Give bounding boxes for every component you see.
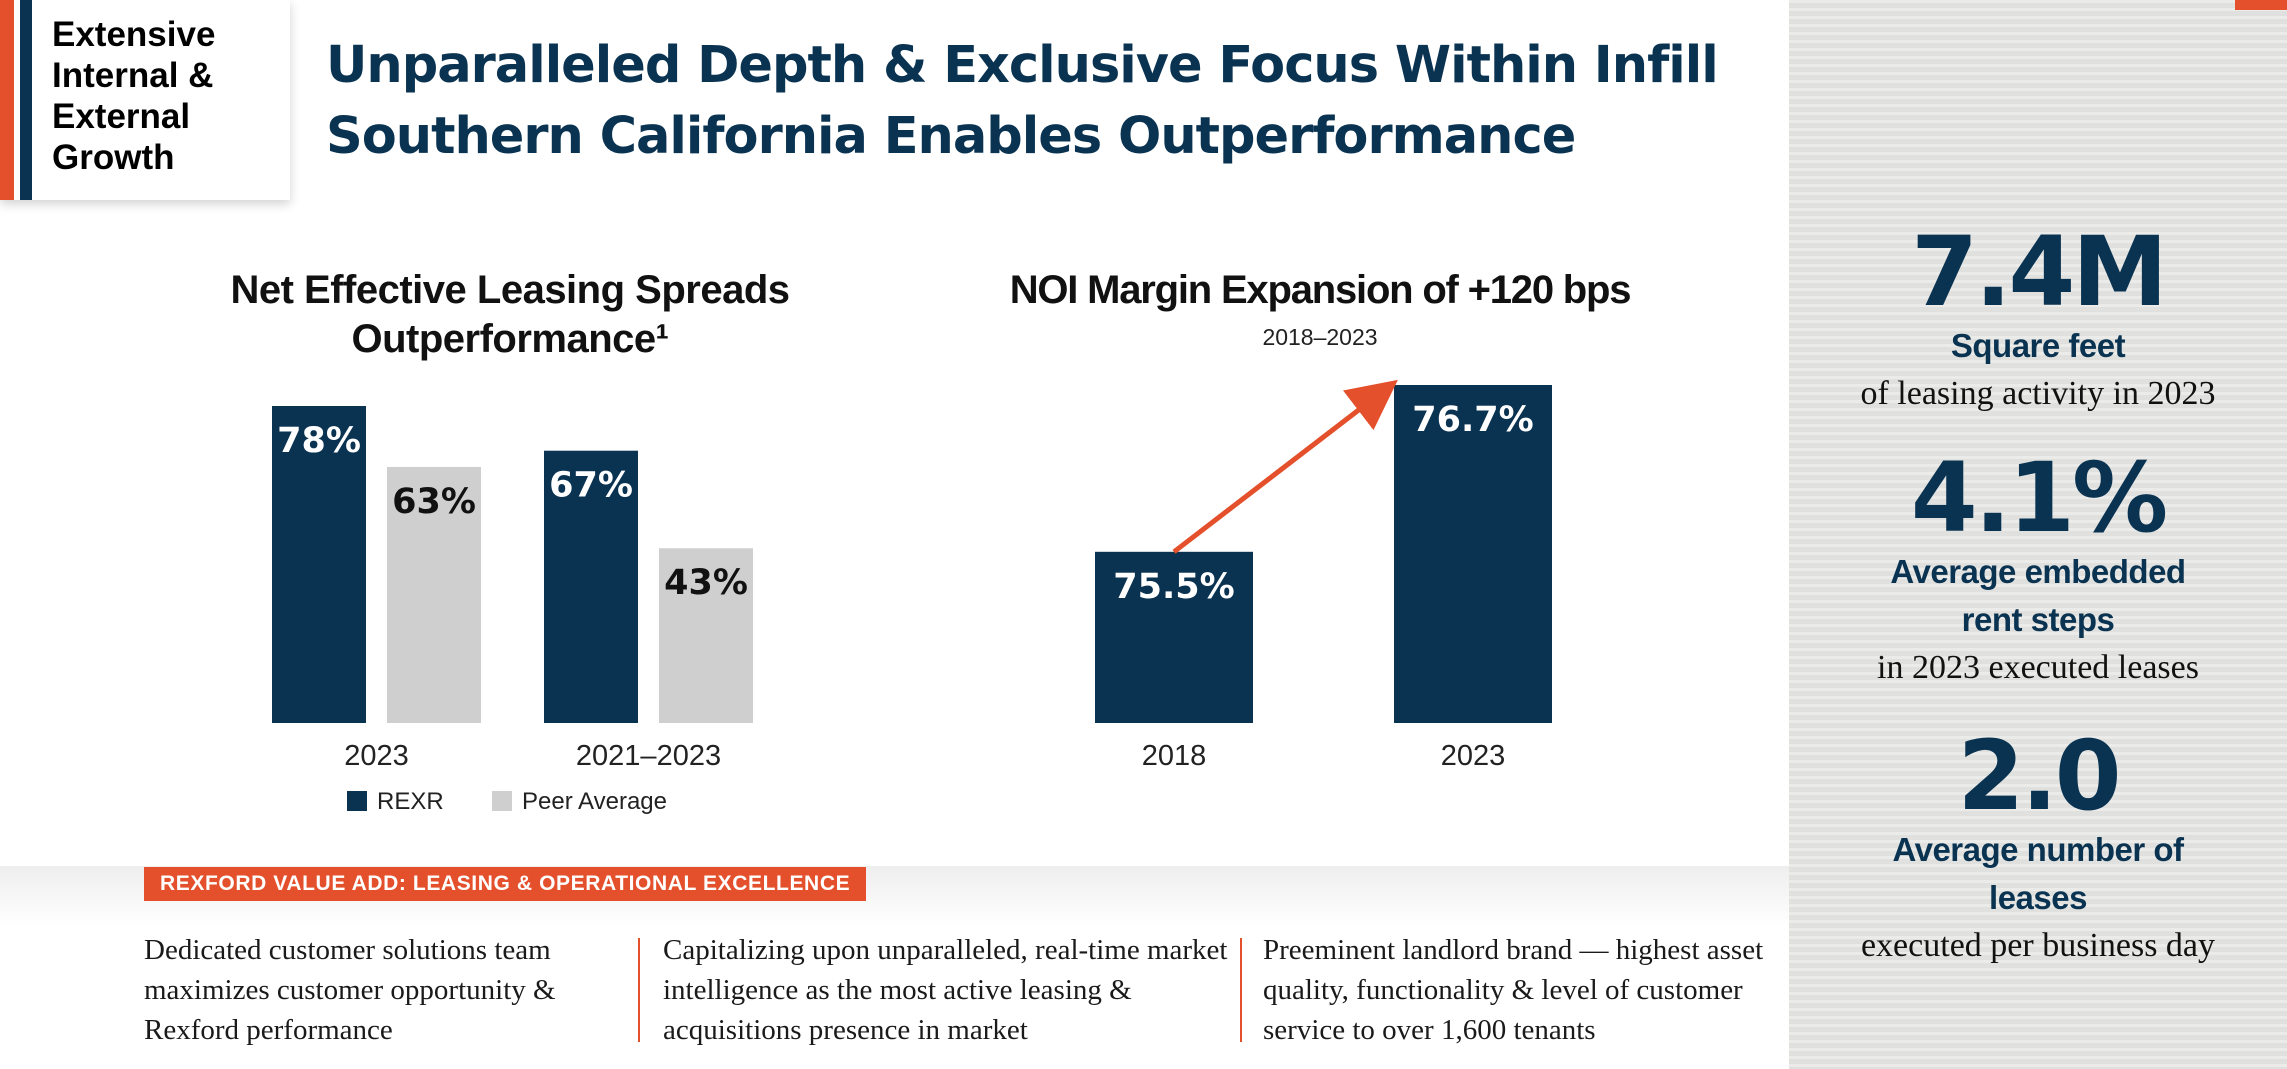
legend-swatch-rexr xyxy=(347,791,367,811)
stat-sub: of leasing activity in 2023 xyxy=(1860,375,2216,412)
x-tick-label: 2023 xyxy=(344,740,409,772)
column-divider xyxy=(638,938,640,1042)
bar-rexr-1 xyxy=(544,450,638,723)
value-add-col-3: Preeminent landlord brand — highest asse… xyxy=(1263,934,1764,1046)
legend-swatch-peer xyxy=(492,791,512,811)
chart1-title: Net Effective Leasing Spreads Outperform… xyxy=(230,268,790,361)
accent-bar-orange xyxy=(0,0,14,200)
chart2-title: NOI Margin Expansion of +120 bps xyxy=(1009,268,1632,312)
value-add-col-1: Dedicated customer solutions team maximi… xyxy=(144,934,556,1046)
stat-rent-steps: 4.1% Average embedded rent steps in 2023… xyxy=(1789,448,2287,692)
bar-data-label: 63% xyxy=(392,482,476,522)
stat-label: Average number of leases xyxy=(1892,831,2184,916)
section-label: Extensive Internal & External Growth xyxy=(52,15,216,177)
bar-data-label: 43% xyxy=(664,563,748,603)
x-tick-label: 2018 xyxy=(1142,740,1207,772)
stat-value: 4.1% xyxy=(1910,442,2168,554)
legend-rexr: REXR xyxy=(347,787,444,817)
bar-data-label: 76.7% xyxy=(1412,400,1533,440)
bar-rexr-0 xyxy=(272,406,366,723)
page-headline: Unparalleled Depth & Exclusive Focus Wit… xyxy=(326,36,1719,166)
noi-margin-chart: 75.5% 2018 76.7% 2023 xyxy=(1095,379,1552,772)
legend-label-rexr: REXR xyxy=(377,788,444,815)
corner-accent xyxy=(2235,0,2287,10)
x-tick-label: 2023 xyxy=(1441,740,1506,772)
bar-data-label: 75.5% xyxy=(1113,567,1234,607)
stat-label: Average embedded rent steps xyxy=(1890,553,2186,638)
bar-data-label: 78% xyxy=(277,421,361,461)
charts-svg: 78% 63% 2023 67% 43% 2021–2023 75.5% 2018 76.7%… xyxy=(272,379,1552,772)
column-divider xyxy=(1240,938,1242,1042)
bar-data-label: 67% xyxy=(549,466,633,506)
stat-value: 7.4M xyxy=(1911,216,2168,328)
stat-sub: in 2023 executed leases xyxy=(1877,649,2199,686)
legend-label-peer: Peer Average xyxy=(522,788,667,815)
bar-noi-2018 xyxy=(1095,551,1253,723)
section-tab: Extensive Internal & External Growth xyxy=(0,0,290,200)
growth-arrow xyxy=(1172,379,1398,554)
bar-peer-average-1 xyxy=(659,548,753,723)
bar-peer-average-0 xyxy=(387,466,481,723)
bar-noi-2023 xyxy=(1394,385,1552,723)
value-add-col-2: Capitalizing upon unparalleled, real-tim… xyxy=(663,934,1228,1046)
stat-label: Square feet xyxy=(1950,327,2126,364)
stats-sidebar: 7.4M Square feet of leasing activity in … xyxy=(1789,0,2287,1069)
stat-sub: executed per business day xyxy=(1860,927,2216,964)
legend-peer: Peer Average xyxy=(492,787,667,817)
chart2-subtitle: 2018–2023 xyxy=(1262,324,1378,350)
leasing-spreads-chart: 78% 63% 2023 67% 43% 2021–2023 xyxy=(272,406,753,772)
stat-square-feet: 7.4M Square feet of leasing activity in … xyxy=(1789,222,2287,418)
value-add-badge: REXFORD VALUE ADD: LEASING & OPERATIONAL… xyxy=(144,867,867,901)
stat-value: 2.0 xyxy=(1957,720,2121,832)
x-tick-label: 2021–2023 xyxy=(576,740,721,772)
stat-leases-per-day: 2.0 Average number of leases executed pe… xyxy=(1789,726,2287,970)
accent-bar-navy xyxy=(20,0,32,200)
